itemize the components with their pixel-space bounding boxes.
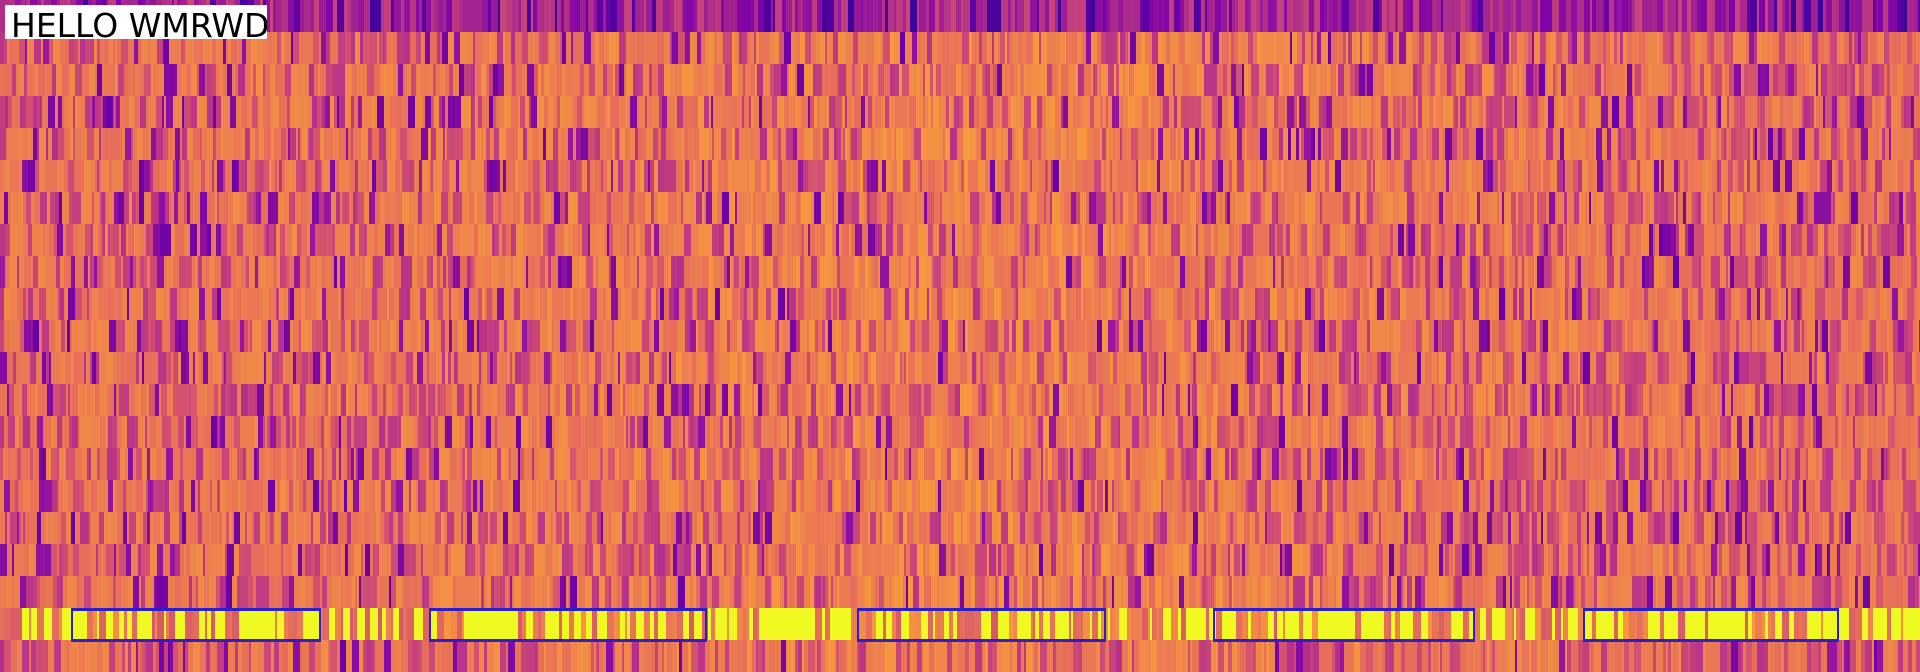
spectrogram-row bbox=[0, 288, 1920, 320]
spectrogram-row bbox=[0, 512, 1920, 544]
detection-box bbox=[857, 608, 1106, 642]
spectrogram-row bbox=[0, 96, 1920, 128]
spectrogram-row bbox=[0, 0, 1920, 32]
title: HELLO WMRWD bbox=[5, 5, 267, 39]
detection-box bbox=[71, 608, 321, 642]
spectrogram-row bbox=[0, 448, 1920, 480]
detection-box bbox=[1213, 608, 1475, 642]
spectrogram-row bbox=[0, 256, 1920, 288]
detection-box bbox=[1583, 608, 1839, 642]
spectrogram-row bbox=[0, 544, 1920, 576]
spectrogram-row bbox=[0, 352, 1920, 384]
spectrogram-row bbox=[0, 32, 1920, 64]
spectrogram-row bbox=[0, 160, 1920, 192]
spectrogram-row bbox=[0, 640, 1920, 672]
spectrogram-row bbox=[0, 416, 1920, 448]
spectrogram-row bbox=[0, 128, 1920, 160]
detection-box bbox=[429, 608, 707, 642]
spectrogram-row bbox=[0, 224, 1920, 256]
spectrogram-row bbox=[0, 576, 1920, 608]
spectrogram-row bbox=[0, 192, 1920, 224]
spectrogram-row bbox=[0, 64, 1920, 96]
spectrogram-row bbox=[0, 480, 1920, 512]
spectrogram-row bbox=[0, 320, 1920, 352]
spectrogram-row bbox=[0, 384, 1920, 416]
